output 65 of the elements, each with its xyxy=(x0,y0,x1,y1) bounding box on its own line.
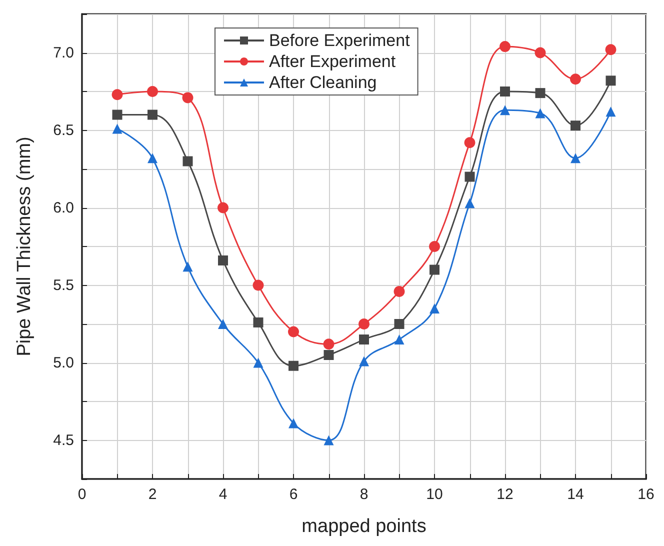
point xyxy=(218,255,228,266)
point xyxy=(148,110,158,120)
point xyxy=(253,317,264,328)
x-tick-label: 10 xyxy=(426,486,443,503)
point xyxy=(394,286,405,297)
point xyxy=(534,47,546,58)
x-tick-label: 6 xyxy=(289,486,298,503)
point xyxy=(570,153,580,164)
point xyxy=(359,356,369,366)
point xyxy=(464,137,476,148)
point xyxy=(535,108,546,118)
y-tick-label: 5.0 xyxy=(53,354,74,372)
point xyxy=(182,156,193,166)
x-tick-label: 0 xyxy=(78,486,86,503)
y-tick-label: 5.5 xyxy=(53,276,74,294)
x-tick-label: 14 xyxy=(567,486,584,503)
point xyxy=(112,110,122,120)
point xyxy=(394,319,404,329)
y-tick-label: 4.5 xyxy=(53,432,74,449)
legend-label: After Cleaning xyxy=(269,73,377,92)
legend-label: After Experiment xyxy=(269,52,396,71)
point xyxy=(500,41,510,52)
point xyxy=(253,358,264,368)
point xyxy=(112,124,122,134)
point xyxy=(570,120,580,131)
point xyxy=(288,360,298,371)
point xyxy=(288,326,299,338)
point xyxy=(464,198,475,208)
point xyxy=(570,74,581,85)
point xyxy=(500,105,510,116)
y-tick-label: 6.5 xyxy=(53,122,74,139)
point xyxy=(535,88,546,98)
legend-label: Before Experiment xyxy=(269,31,410,50)
y-tick-label: 6.0 xyxy=(53,199,74,216)
x-tick-label: 8 xyxy=(360,486,368,503)
x-tick-label: 2 xyxy=(148,486,157,503)
point xyxy=(252,280,264,291)
point xyxy=(394,334,404,344)
point xyxy=(429,241,440,252)
x-axis-title: mapped points xyxy=(302,516,426,537)
point xyxy=(147,86,158,97)
point xyxy=(112,89,123,100)
point xyxy=(324,350,334,360)
point xyxy=(323,338,334,350)
point xyxy=(148,153,158,164)
point xyxy=(218,202,228,214)
y-tick-label: 7.0 xyxy=(53,44,74,62)
point xyxy=(324,435,334,446)
point xyxy=(359,334,369,344)
point xyxy=(218,319,228,329)
point xyxy=(430,264,440,275)
x-tick-label: 4 xyxy=(218,486,228,503)
point xyxy=(182,92,194,104)
x-tick-label: 16 xyxy=(638,486,654,503)
point xyxy=(605,44,616,56)
point xyxy=(606,106,616,117)
point xyxy=(288,418,298,428)
point xyxy=(182,262,193,272)
point xyxy=(500,86,510,96)
point xyxy=(464,172,475,182)
y-axis-title: Pipe Wall Thickness (mm) xyxy=(14,136,35,356)
x-tick-label: 12 xyxy=(496,486,514,503)
point xyxy=(430,304,440,314)
point xyxy=(606,76,616,86)
point xyxy=(358,318,370,330)
